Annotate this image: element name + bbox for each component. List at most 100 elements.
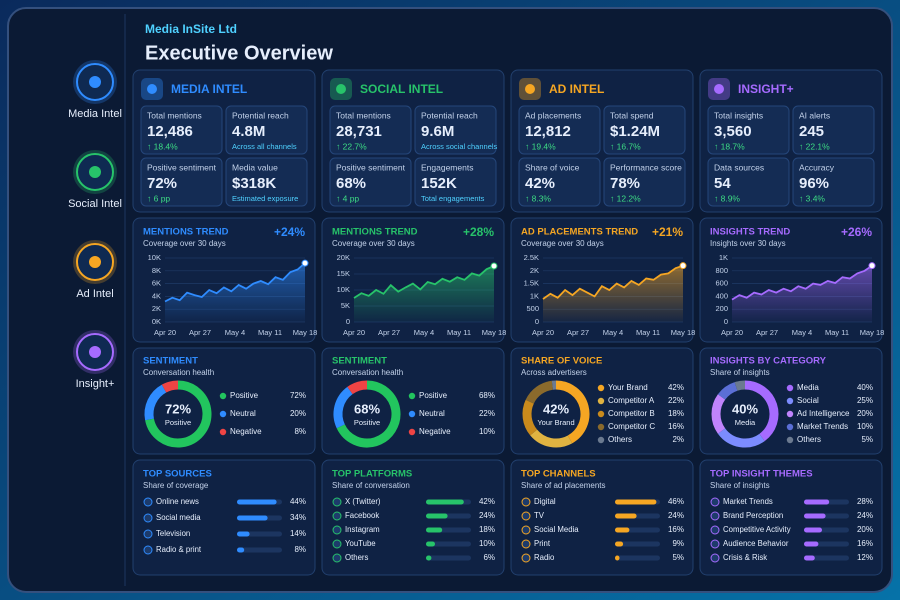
item-value: 20% <box>857 525 873 534</box>
kpi-delta: ↑ 16.7% <box>610 141 641 151</box>
nav-item[interactable]: Media Intel <box>68 60 122 120</box>
item-name: YouTube <box>345 539 376 548</box>
main-area: MEDIA INTEL Total mentions 12,486↑ 18.4% Po… <box>132 69 884 576</box>
kpi-value: 245 <box>799 123 824 140</box>
legend-dot <box>597 397 605 405</box>
section-icon-dot <box>714 84 724 94</box>
x-tick-label: May 11 <box>258 328 282 337</box>
kpi-tile <box>707 157 790 207</box>
item-value: 6% <box>483 553 495 562</box>
trend-change: +26% <box>841 225 872 239</box>
item-icon <box>332 553 342 563</box>
bar <box>426 527 443 533</box>
legend-dot <box>597 436 605 444</box>
trend-end-dot <box>301 259 309 267</box>
legend-name: Your Brand <box>608 383 648 392</box>
x-tick-label: May 11 <box>447 328 471 337</box>
kpi-tile <box>603 157 686 207</box>
donut-segment <box>333 386 353 429</box>
nav-label: Media Intel <box>68 108 122 120</box>
nav-item[interactable]: Insight+ <box>73 330 117 390</box>
item-name: Print <box>534 539 551 548</box>
kpi-value: 28,731 <box>336 123 382 140</box>
item-value: 34% <box>290 513 306 522</box>
x-tick-label: May 4 <box>414 328 434 337</box>
item-icon <box>710 525 720 535</box>
nav-label: Insight+ <box>76 378 115 390</box>
item-icon <box>332 511 342 521</box>
kpi-delta: ↑ 8.3% <box>525 193 551 203</box>
donut-segment <box>522 399 538 436</box>
legend-name: Negative <box>419 427 451 436</box>
kpi-tile <box>792 157 875 207</box>
section-title: AD INTEL <box>549 82 604 96</box>
legend-value: 22% <box>479 409 495 418</box>
donut-segment <box>711 394 726 434</box>
trend-title: MENTIONS TREND <box>332 227 418 238</box>
bar <box>615 541 624 547</box>
kpi-value: 152K <box>421 175 457 192</box>
legend-name: Positive <box>419 391 448 400</box>
donut-title: SENTIMENT <box>332 356 387 367</box>
kpi-label: Performance score <box>610 162 682 172</box>
item-value: 9% <box>672 539 684 548</box>
section-title: SOCIAL INTEL <box>360 82 443 96</box>
item-icon <box>332 539 342 549</box>
trend-subtitle: Coverage over 30 days <box>143 239 226 248</box>
bar <box>237 499 277 505</box>
trend-subtitle: Coverage over 30 days <box>332 239 415 248</box>
nav-label: Ad Intel <box>76 288 113 300</box>
kpi-label: AI alerts <box>799 110 830 120</box>
donut-center-value: 72% <box>165 401 191 416</box>
panel <box>132 459 316 576</box>
kpi-delta: ↑ 19.4% <box>525 141 556 151</box>
donut-segment <box>347 380 368 395</box>
kpi-label: Potential reach <box>421 110 478 120</box>
kpi-delta: ↑ 3.4% <box>799 193 825 203</box>
item-value: 14% <box>290 529 306 538</box>
kpi-tile <box>329 105 412 155</box>
list-title: TOP INSIGHT THEMES <box>710 469 813 480</box>
company-name: Media InSite Ltd <box>145 22 237 36</box>
y-tick-label: 1K <box>530 291 539 300</box>
kpi-value: $1.24M <box>610 123 660 140</box>
x-tick-label: Apr 20 <box>343 328 365 337</box>
donut-segment <box>144 384 167 421</box>
y-tick-label: 10K <box>148 253 161 262</box>
kpi-tile <box>140 157 223 207</box>
trend-change: +21% <box>652 225 683 239</box>
bar <box>615 499 657 505</box>
bar-track <box>237 547 282 553</box>
item-value: 24% <box>479 511 495 520</box>
legend-value: 68% <box>479 391 495 400</box>
kpi-label: Positive sentiment <box>336 162 406 172</box>
donut-segment <box>336 380 401 448</box>
legend-dot <box>219 392 227 400</box>
item-value: 10% <box>479 539 495 548</box>
item-value: 42% <box>479 497 495 506</box>
donut-subtitle: Conversation health <box>332 368 403 377</box>
trend-title: MENTIONS TREND <box>143 227 229 238</box>
bar <box>237 547 245 553</box>
list-title: TOP SOURCES <box>143 469 212 480</box>
trend-subtitle: Insights over 30 days <box>710 239 786 248</box>
x-tick-label: Apr 27 <box>756 328 778 337</box>
x-tick-label: May 4 <box>225 328 245 337</box>
section-title: INSIGHT+ <box>738 82 794 96</box>
bar-track <box>804 555 849 561</box>
kpi-label: Positive sentiment <box>147 162 217 172</box>
y-tick-label: 500 <box>526 304 539 313</box>
nav-item[interactable]: Social Intel <box>68 150 122 210</box>
nav-item[interactable]: Ad Intel <box>73 240 117 300</box>
donut-segment <box>717 428 765 448</box>
kpi-value: 3,560 <box>714 123 752 140</box>
x-tick-label: Apr 20 <box>154 328 176 337</box>
kpi-tile <box>603 105 686 155</box>
item-name: Facebook <box>345 511 379 520</box>
legend-dot <box>786 436 794 444</box>
nav-icon-dot <box>89 76 101 88</box>
bar <box>426 513 448 519</box>
item-name: X (Twitter) <box>345 497 381 506</box>
donut-title: SHARE OF VOICE <box>521 356 602 367</box>
donut-center-value: 40% <box>732 401 758 416</box>
